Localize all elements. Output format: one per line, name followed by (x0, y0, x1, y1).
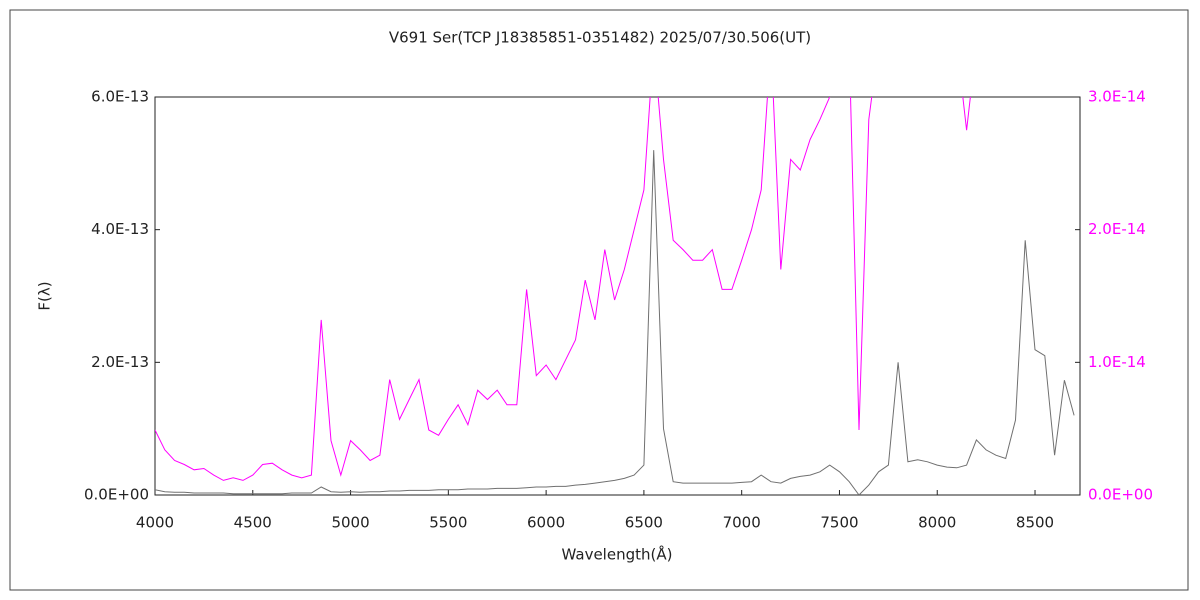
frame (9, 9, 1189, 591)
y2-tick-label: 2.0E-14 (1088, 220, 1146, 238)
y2-tick-label: 1.0E-14 (1088, 353, 1146, 371)
x-tick-label: 5500 (429, 514, 467, 532)
plot-area (154, 96, 1081, 496)
y2-tick-label: 0.0E+00 (1088, 486, 1153, 504)
x-tick-label: 4500 (234, 514, 272, 532)
chart-title: V691 Ser(TCP J18385851-0351482) 2025/07/… (389, 29, 811, 47)
x-tick-label: 8000 (918, 514, 956, 532)
x-tick-label: 7000 (723, 514, 761, 532)
y-tick-label: 4.0E-13 (91, 220, 149, 238)
x-tick-label: 6500 (625, 514, 663, 532)
x-tick-label: 8500 (1016, 514, 1054, 532)
x-axis-label: Wavelength(Å) (562, 545, 673, 564)
x-tick-label: 5000 (331, 514, 369, 532)
spectrum-line (155, 150, 1075, 495)
x-tick-label: 4000 (136, 514, 174, 532)
y-tick-label: 2.0E-13 (91, 353, 149, 371)
y2-tick-label: 3.0E-14 (1088, 88, 1146, 106)
x-tick-label: 6000 (527, 514, 565, 532)
spectrum-line (155, 97, 971, 481)
x-tick-label: 7500 (820, 514, 858, 532)
y-tick-label: 6.0E-13 (91, 88, 149, 106)
y-axis-label: F(λ) (36, 281, 54, 310)
y-tick-label: 0.0E+00 (84, 486, 149, 504)
